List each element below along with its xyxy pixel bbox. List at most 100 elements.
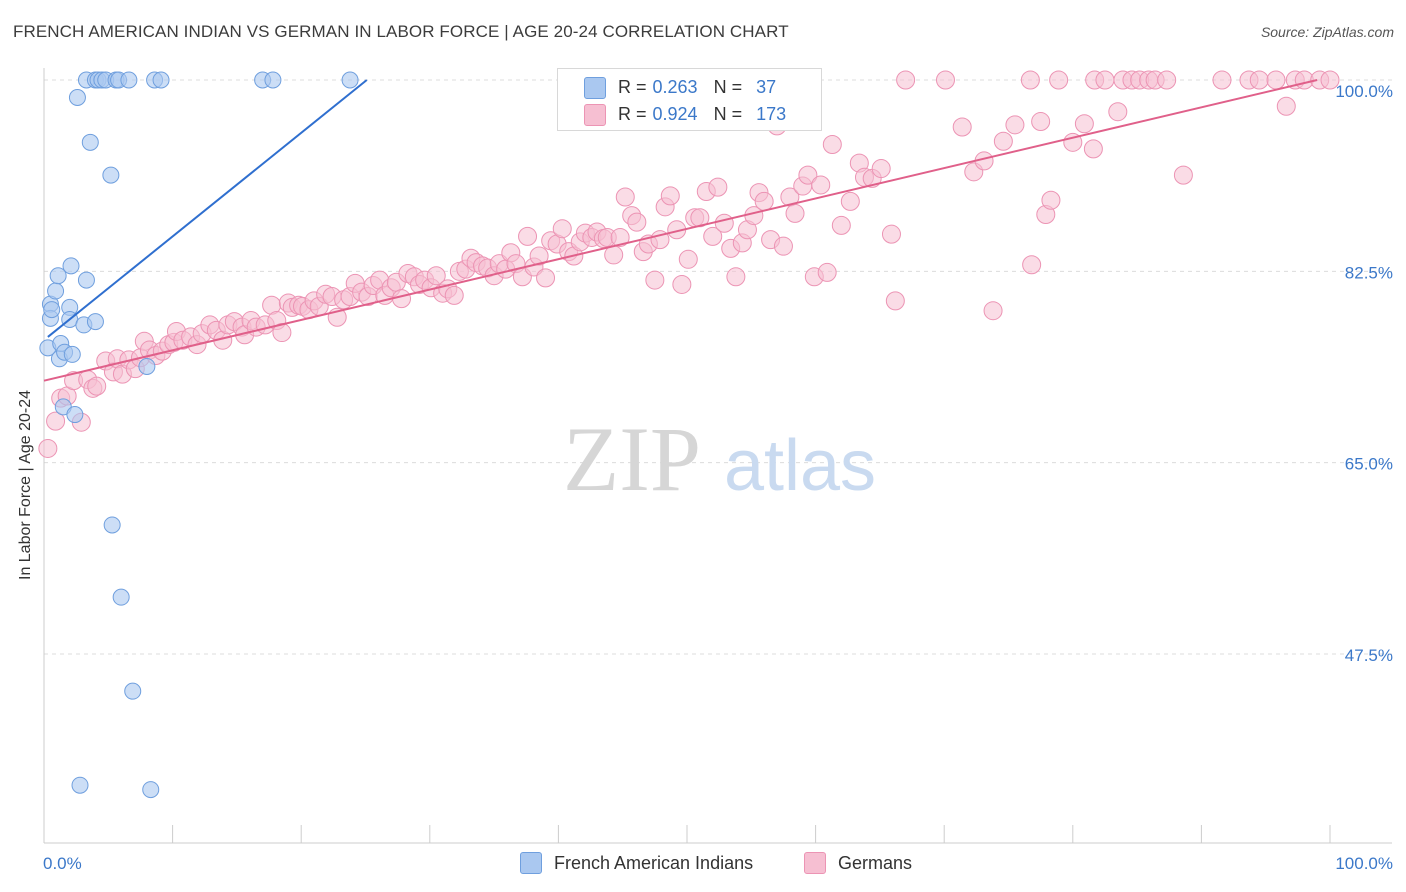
series-french-american-indians — [39, 71, 359, 799]
data-point-germans — [935, 70, 955, 90]
data-point-germans — [885, 291, 905, 311]
data-point-germans — [660, 186, 680, 206]
data-point-french-american-indians — [63, 345, 81, 363]
data-point-germans — [773, 236, 793, 256]
data-point-germans — [1108, 102, 1128, 122]
legend-n-label: N = — [713, 76, 743, 97]
data-point-french-american-indians — [86, 313, 104, 331]
data-point-germans — [678, 249, 698, 269]
legend-swatch-germans — [584, 104, 606, 126]
data-point-french-american-indians — [138, 357, 156, 375]
legend-swatch-pink — [804, 852, 826, 874]
trend-line-germans — [43, 79, 1318, 382]
data-point-germans — [426, 266, 446, 286]
data-point-french-american-indians — [81, 133, 99, 151]
data-point-french-american-indians — [62, 257, 80, 275]
stats-legend: R = 0.263 N = 37 R = 0.924 N = 173 — [557, 68, 822, 131]
data-point-germans — [811, 175, 831, 195]
data-point-germans — [615, 187, 635, 207]
y-tick-label: 47.5% — [1345, 646, 1393, 665]
data-point-germans — [1005, 115, 1025, 135]
legend-r-label: R = — [618, 76, 647, 97]
data-point-germans — [881, 224, 901, 244]
data-point-germans — [983, 301, 1003, 321]
data-point-germans — [536, 268, 556, 288]
data-point-germans — [529, 246, 549, 266]
data-point-germans — [1212, 70, 1232, 90]
data-point-germans — [993, 131, 1013, 151]
data-point-french-american-indians — [152, 71, 170, 89]
data-point-germans — [754, 191, 774, 211]
y-tick-label: 65.0% — [1345, 455, 1393, 474]
data-point-french-american-indians — [102, 166, 120, 184]
data-point-germans — [1031, 112, 1051, 132]
tick-labels: 47.5% 65.0% 82.5% 100.0% 0.0% 100.0% — [43, 82, 1393, 873]
legend-n-value: 37 — [756, 76, 777, 97]
data-point-germans — [1083, 139, 1103, 159]
legend-item-french-american-indians: French American Indians — [520, 852, 753, 874]
legend-label-germans: Germans — [838, 852, 913, 873]
data-point-french-american-indians — [49, 267, 67, 285]
data-point-germans — [785, 203, 805, 223]
data-point-germans — [1022, 255, 1042, 275]
data-point-germans — [1173, 165, 1193, 185]
data-point-french-american-indians — [142, 781, 160, 799]
legend-row-germans: R = 0.924 N = 173 — [616, 102, 786, 126]
data-point-french-american-indians — [47, 282, 65, 300]
legend-row-french-american-indians: R = 0.263 N = 37 — [616, 75, 776, 99]
chart-title: FRENCH AMERICAN INDIAN VS GERMAN IN LABO… — [13, 22, 789, 41]
data-point-germans — [1020, 70, 1040, 90]
data-point-french-american-indians — [124, 682, 142, 700]
data-point-germans — [610, 227, 630, 247]
data-point-germans — [552, 219, 572, 239]
data-point-germans — [87, 376, 107, 396]
data-point-germans — [952, 117, 972, 137]
data-point-french-american-indians — [43, 301, 61, 319]
data-point-germans — [798, 165, 818, 185]
data-point-germans — [817, 262, 837, 282]
data-point-germans — [1276, 96, 1296, 116]
trend-line-french-american-indians — [47, 79, 368, 338]
data-point-germans — [1041, 190, 1061, 210]
data-point-germans — [1157, 70, 1177, 90]
y-axis-label: In Labor Force | Age 20-24 — [17, 389, 34, 580]
x-tick-label: 100.0% — [1335, 854, 1393, 873]
trend-lines — [43, 79, 1318, 382]
legend-n-label: N = — [713, 103, 743, 124]
data-point-germans — [708, 177, 728, 197]
data-point-germans — [831, 215, 851, 235]
data-point-germans — [1266, 70, 1286, 90]
data-point-germans — [822, 135, 842, 155]
data-point-germans — [518, 226, 538, 246]
data-point-germans — [1074, 114, 1094, 134]
legend-swatch-french-american-indians — [584, 77, 606, 99]
data-point-germans — [1049, 70, 1069, 90]
data-point-germans — [714, 213, 734, 233]
legend-n-value: 173 — [756, 103, 787, 124]
data-point-french-american-indians — [341, 71, 359, 89]
legend-r-value: 0.924 — [652, 103, 698, 124]
data-point-germans — [672, 274, 692, 294]
legend-item-germans: Germans — [804, 852, 912, 874]
data-point-germans — [726, 267, 746, 287]
legend-r-value: 0.263 — [652, 76, 698, 97]
data-point-germans — [645, 270, 665, 290]
data-point-french-american-indians — [71, 776, 89, 794]
series-germans — [38, 70, 1340, 458]
grid-lines — [44, 79, 1392, 655]
data-point-french-american-indians — [66, 406, 84, 424]
data-point-french-american-indians — [264, 71, 282, 89]
data-point-french-american-indians — [112, 588, 130, 606]
data-point-germans — [444, 285, 464, 305]
data-point-germans — [896, 70, 916, 90]
x-tick-label: 0.0% — [43, 854, 82, 873]
data-point-germans — [1249, 70, 1269, 90]
data-point-germans — [46, 411, 66, 431]
y-tick-label: 82.5% — [1345, 263, 1393, 282]
legend-swatch-blue — [520, 852, 542, 874]
data-point-french-american-indians — [77, 271, 95, 289]
data-point-germans — [1320, 70, 1340, 90]
data-point-germans — [840, 191, 860, 211]
watermark-atlas: atlas — [724, 426, 876, 506]
